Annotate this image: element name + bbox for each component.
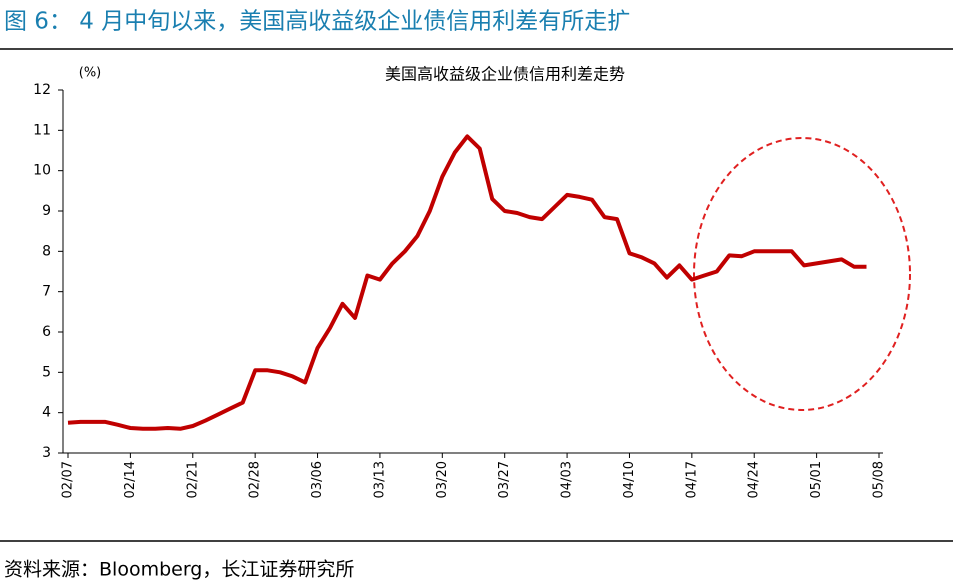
x-tick-label: 03/20 [435,461,450,498]
x-tick-label: 04/24 [747,461,762,498]
x-tick-label: 05/08 [872,461,887,498]
x-tick-label: 05/01 [809,461,824,498]
x-tick-label: 03/27 [497,461,512,498]
y-tick-label: 10 [33,163,51,179]
x-tick-label: 02/28 [248,461,263,498]
x-tick-label: 04/17 [684,461,699,498]
x-tick-label: 02/07 [61,461,76,498]
x-tick-label: 02/21 [185,461,200,498]
y-tick-label: 9 [42,203,51,219]
y-tick-label: 11 [33,122,51,138]
y-tick-label: 8 [42,243,51,259]
x-tick-label: 02/14 [123,461,138,498]
x-tick-label: 03/06 [310,461,325,498]
y-tick-label: 12 [33,82,51,98]
y-axis-label: (%) [79,66,102,81]
x-tick-label: 04/03 [560,461,575,498]
y-tick-label: 6 [42,324,51,340]
figure-title: 图 6： 4 月中旬以来，美国高收益级企业债信用利差有所走扩 [4,9,630,35]
highlight-ellipse [693,137,911,411]
y-tick-label: 7 [42,284,51,300]
y-tick-label: 5 [42,364,51,380]
x-tick-label: 04/10 [622,461,637,498]
data-line [67,134,867,431]
y-tick-label: 3 [42,445,51,461]
source-note: 资料来源：Bloomberg，长江证券研究所 [4,559,354,581]
chart-title: 美国高收益级企业债信用利差走势 [385,65,625,84]
y-tick-label: 4 [42,405,51,421]
x-tick-label: 03/13 [372,461,387,498]
